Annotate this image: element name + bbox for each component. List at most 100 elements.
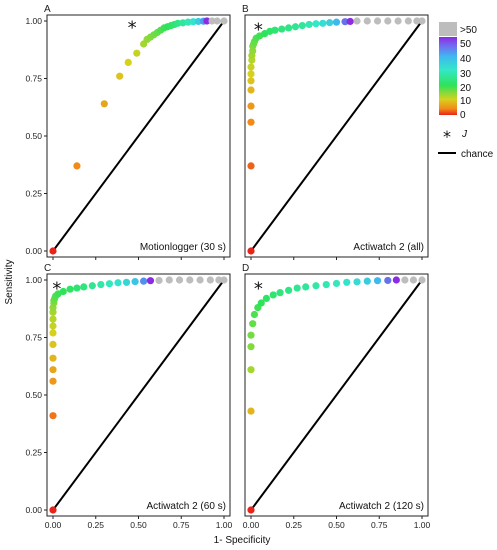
roc-point: [165, 276, 173, 284]
panel-b: B * Actiwatch 2 (all): [242, 4, 429, 260]
roc-point: [326, 19, 334, 27]
roc-point: [363, 17, 371, 25]
roc-point: [247, 331, 255, 339]
x-tick-label: 0.75: [371, 520, 388, 530]
roc-point: [285, 24, 293, 32]
roc-point: [220, 276, 228, 284]
y-tick-label: 0.00: [25, 505, 42, 515]
roc-point: [413, 17, 421, 25]
roc-point: [302, 283, 310, 291]
roc-point: [418, 276, 426, 284]
x-tick-label: 0.50: [328, 520, 345, 530]
roc-point: [373, 277, 382, 285]
panel-c: C 0.000.00 0.25 0.25 0.50 0.50 0.75 0.75 1.00 1.0…: [25, 263, 232, 530]
x-tick-label: 1.00: [414, 520, 431, 530]
roc-point: [346, 17, 354, 26]
roc-point: [49, 340, 57, 348]
roc-point: [249, 320, 257, 328]
roc-point: [59, 287, 67, 296]
roc-point: [206, 276, 214, 284]
panel-letter: A: [44, 4, 51, 15]
panel-letter: B: [242, 4, 249, 15]
youden-star-icon: *: [52, 279, 61, 300]
legend-chance-label: chance: [461, 149, 494, 160]
youden-star-icon: *: [254, 20, 263, 41]
roc-point: [49, 247, 57, 255]
roc-point: [332, 18, 341, 26]
roc-point: [49, 354, 57, 362]
roc-point: [49, 377, 57, 385]
roc-point: [312, 282, 320, 290]
roc-point: [186, 276, 194, 284]
roc-point: [203, 17, 211, 25]
roc-point: [105, 280, 114, 288]
legend-star-label: J: [461, 129, 468, 140]
y-tick-label: 0.25: [25, 448, 42, 458]
roc-point: [409, 276, 418, 284]
chance-line: [52, 20, 225, 252]
roc-point: [97, 281, 105, 289]
x-tick-label: 0.75: [173, 520, 190, 530]
roc-point: [100, 100, 108, 108]
roc-point: [49, 322, 57, 330]
roc-point: [250, 310, 259, 319]
chance-line: [52, 279, 225, 511]
panel-label: Motionlogger (30 s): [140, 242, 226, 253]
panel-label: Actiwatch 2 (120 s): [339, 501, 424, 512]
panel-d: D 0.00 0.25 0.50 0.75 1.00 * Actiwatch 2 (120 s…: [242, 263, 431, 530]
roc-point: [285, 286, 293, 294]
roc-point: [247, 86, 255, 94]
roc-point: [49, 329, 57, 337]
y-tick-label: 0.25: [25, 189, 42, 199]
x-axis-title: 1- Specificity: [214, 535, 271, 546]
x-tick-label: 0.25: [285, 520, 302, 530]
roc-point: [146, 277, 155, 285]
roc-point: [353, 278, 361, 286]
y-tick-label: 1.00: [25, 16, 42, 26]
roc-point: [66, 285, 74, 293]
roc-point: [73, 162, 81, 170]
x-tick-label: 0.25: [87, 520, 104, 530]
roc-point: [363, 277, 371, 285]
roc-point: [114, 279, 122, 287]
roc-point: [49, 315, 57, 323]
panel-label: Actiwatch 2 (all): [353, 242, 424, 253]
roc-point: [247, 407, 255, 415]
roc-point: [247, 77, 255, 85]
roc-point: [196, 276, 204, 284]
chance-line: [250, 279, 423, 511]
roc-point: [215, 276, 223, 284]
roc-point: [319, 19, 327, 27]
roc-point: [247, 102, 255, 110]
legend-star-icon: *: [443, 127, 451, 146]
roc-point: [131, 278, 139, 286]
legend-colorbar: [439, 37, 457, 115]
x-tick-label: 0.00: [45, 520, 62, 530]
roc-point: [247, 366, 255, 374]
roc-point: [189, 18, 197, 26]
roc-point: [404, 17, 412, 25]
panel-letter: D: [242, 263, 249, 274]
chance-line: [250, 20, 423, 252]
y-tick-label: 1.00: [25, 275, 42, 285]
roc-point: [343, 278, 351, 286]
roc-point: [133, 49, 141, 57]
roc-point: [220, 17, 228, 25]
roc-point: [353, 17, 361, 25]
legend: >50 50 40 30 20 10 0 * J chance: [438, 22, 494, 160]
y-axis-title: Sensitivity: [4, 259, 15, 304]
roc-point: [332, 279, 341, 288]
panel-label: Actiwatch 2 (60 s): [147, 501, 226, 512]
roc-point: [247, 162, 255, 170]
roc-point: [247, 247, 255, 255]
roc-point: [322, 281, 330, 289]
panel-letter: C: [44, 263, 51, 274]
roc-point: [88, 282, 96, 290]
legend-label-40: 40: [460, 54, 472, 65]
roc-point: [116, 72, 124, 80]
legend-label-50: 50: [460, 39, 472, 50]
legend-label-20: 20: [460, 83, 472, 94]
roc-point: [271, 26, 279, 34]
roc-point: [312, 20, 320, 28]
legend-label-30: 30: [460, 69, 472, 80]
